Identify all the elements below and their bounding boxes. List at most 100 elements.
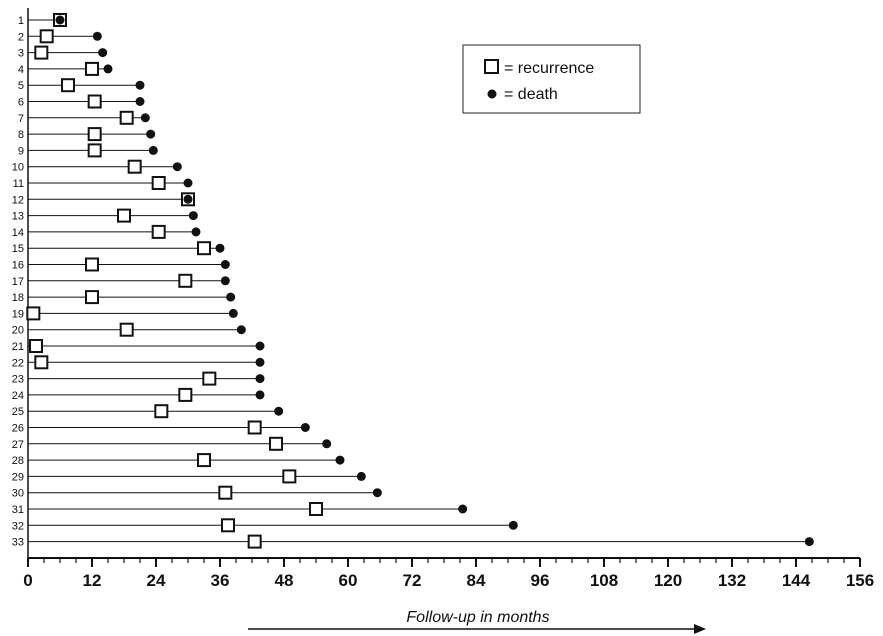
row-label: 12	[12, 194, 24, 206]
row-label: 4	[18, 64, 24, 76]
row-label: 19	[12, 308, 24, 320]
recurrence-marker	[61, 78, 75, 93]
recurrence-marker	[34, 45, 49, 60]
recurrence-marker	[197, 453, 211, 468]
death-marker	[148, 145, 158, 155]
patient-row: 4	[18, 61, 113, 76]
row-label: 30	[12, 488, 24, 500]
patient-row: 26	[12, 420, 310, 435]
patient-row: 25	[12, 404, 284, 419]
death-marker	[508, 520, 518, 530]
patient-row: 12	[12, 192, 195, 207]
x-tick-label: 120	[654, 571, 682, 590]
x-tick-label: 144	[782, 571, 811, 590]
x-tick-label: 156	[846, 571, 874, 590]
x-axis-arrowhead	[694, 624, 706, 634]
death-marker	[172, 162, 182, 172]
recurrence-marker	[87, 143, 102, 158]
patient-row: 33	[12, 534, 814, 549]
row-label: 16	[12, 260, 24, 272]
recurrence-marker	[247, 420, 262, 435]
row-label: 9	[18, 145, 24, 157]
row-label: 13	[12, 211, 24, 223]
x-tick-label: 60	[339, 571, 358, 590]
patient-row: 29	[12, 469, 366, 484]
death-marker	[220, 260, 230, 269]
patient-row: 1	[18, 13, 67, 27]
death-marker	[255, 357, 265, 367]
death-marker	[98, 48, 108, 58]
recurrence-marker	[218, 485, 233, 500]
death-marker	[135, 97, 145, 106]
patient-row: 16	[12, 257, 230, 272]
death-marker	[228, 308, 238, 318]
patient-row: 15	[12, 241, 225, 256]
x-axis-title: Follow-up in months	[406, 609, 549, 626]
legend: = recurrence = death	[462, 44, 641, 114]
row-label: 15	[12, 243, 24, 255]
recurrence-marker	[87, 127, 102, 142]
patient-row: 21	[12, 339, 265, 353]
x-tick-label: 108	[590, 571, 618, 590]
death-marker	[300, 423, 310, 432]
death-marker	[458, 504, 468, 514]
legend-death-marker	[487, 89, 497, 99]
row-label: 22	[12, 357, 24, 369]
patient-row: 7	[18, 110, 150, 125]
recurrence-marker	[197, 241, 211, 256]
row-label: 33	[12, 537, 24, 549]
x-tick-label: 36	[211, 571, 230, 590]
death-marker	[191, 227, 201, 237]
row-label: 18	[12, 292, 24, 304]
death-marker	[55, 15, 65, 25]
patient-row: 8	[18, 127, 156, 142]
row-label: 27	[12, 439, 24, 451]
patient-row: 27	[12, 436, 332, 451]
death-marker	[255, 374, 265, 384]
row-label: 17	[12, 276, 24, 288]
legend-recurrence-marker	[484, 59, 499, 74]
recurrence-marker	[85, 61, 99, 76]
recurrence-marker	[178, 273, 193, 288]
patient-row: 30	[12, 485, 382, 500]
recurrence-marker	[117, 208, 131, 223]
patient-row: 9	[18, 143, 158, 158]
recurrence-marker	[151, 224, 166, 239]
x-tick-label: 72	[403, 571, 422, 590]
death-marker	[356, 471, 366, 481]
row-label: 24	[12, 390, 24, 402]
patient-row: 18	[12, 290, 236, 305]
patient-row: 5	[18, 78, 145, 93]
death-marker	[255, 341, 265, 351]
row-label: 31	[12, 504, 24, 516]
x-tick-label: 0	[23, 571, 32, 590]
row-label: 14	[12, 227, 24, 239]
legend-box	[462, 44, 641, 114]
patient-row: 2	[18, 29, 102, 44]
patient-row: 17	[12, 273, 230, 288]
recurrence-marker	[127, 159, 142, 174]
row-label: 7	[18, 113, 24, 125]
patient-row: 28	[12, 453, 345, 468]
patient-row: 20	[12, 322, 246, 337]
death-marker	[220, 276, 230, 286]
death-marker	[140, 113, 150, 123]
legend-death-label: = death	[504, 86, 558, 103]
row-label: 32	[12, 520, 24, 532]
death-marker	[255, 390, 265, 400]
patient-row: 31	[12, 502, 468, 516]
row-label: 1	[18, 15, 24, 27]
x-axis: 0 12 24 36 48 60 72 84 96 108 120 132 144 156	[23, 557, 874, 590]
recurrence-marker	[87, 94, 102, 109]
recurrence-marker	[282, 469, 297, 484]
row-label: 3	[18, 48, 24, 60]
recurrence-marker	[39, 29, 54, 44]
patient-row: 11	[13, 176, 193, 190]
row-label: 8	[18, 129, 24, 141]
patient-row: 6	[18, 94, 145, 109]
patient-row: 14	[12, 224, 201, 239]
x-tick-label: 24	[147, 571, 166, 590]
row-label: 29	[12, 471, 24, 483]
row-label: 20	[12, 325, 24, 337]
death-marker	[188, 211, 198, 221]
